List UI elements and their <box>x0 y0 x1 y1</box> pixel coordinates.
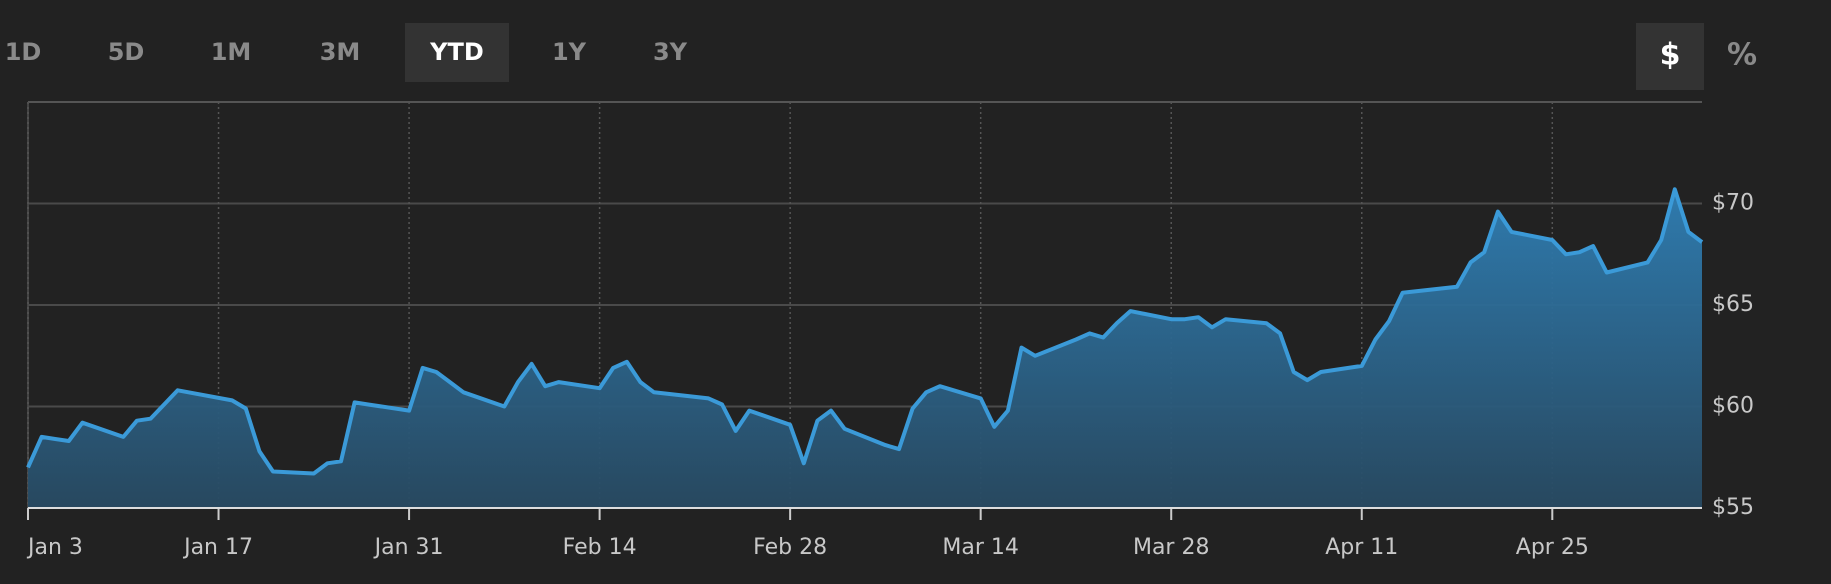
price-line <box>26 187 1704 476</box>
range-button[interactable]: 1Y <box>552 38 587 66</box>
area-fill <box>28 189 1702 509</box>
unit-button[interactable]: $ <box>1660 38 1681 73</box>
x-tick-label: Apr 25 <box>1516 535 1589 560</box>
range-button[interactable]: YTD <box>429 38 484 66</box>
y-tick-label: $70 <box>1712 191 1754 216</box>
range-button[interactable]: 1D <box>5 38 42 66</box>
range-button[interactable]: 3M <box>320 38 361 66</box>
x-tick-label: Mar 28 <box>1133 535 1210 560</box>
range-button[interactable]: 5D <box>108 38 145 66</box>
range-button[interactable]: 3Y <box>653 38 688 66</box>
x-tick-label: Jan 17 <box>182 535 253 560</box>
range-button[interactable]: 1M <box>211 38 252 66</box>
x-tick-label: Jan 31 <box>373 535 444 560</box>
y-tick-label: $55 <box>1712 495 1754 520</box>
x-tick-label: Apr 11 <box>1325 535 1398 560</box>
y-tick-label: $65 <box>1712 292 1754 317</box>
x-tick-label: Mar 14 <box>942 535 1019 560</box>
plot: $55 $60 $65 $70 Jan 3 Jan 17 Jan 31 Feb 14 Feb 2… <box>26 101 1754 560</box>
x-tick-label: Jan 3 <box>26 535 83 560</box>
x-tick-label: Feb 14 <box>563 535 637 560</box>
y-tick-label: $60 <box>1712 394 1754 419</box>
selected-unit-bg <box>1636 23 1704 90</box>
selected-range-bg <box>405 23 509 82</box>
controls: 1D 5D 1M 3M YTD 1Y 3Y $% <box>5 23 1757 90</box>
unit-button[interactable]: % <box>1727 38 1757 73</box>
x-tick-label: Feb 28 <box>753 535 827 560</box>
